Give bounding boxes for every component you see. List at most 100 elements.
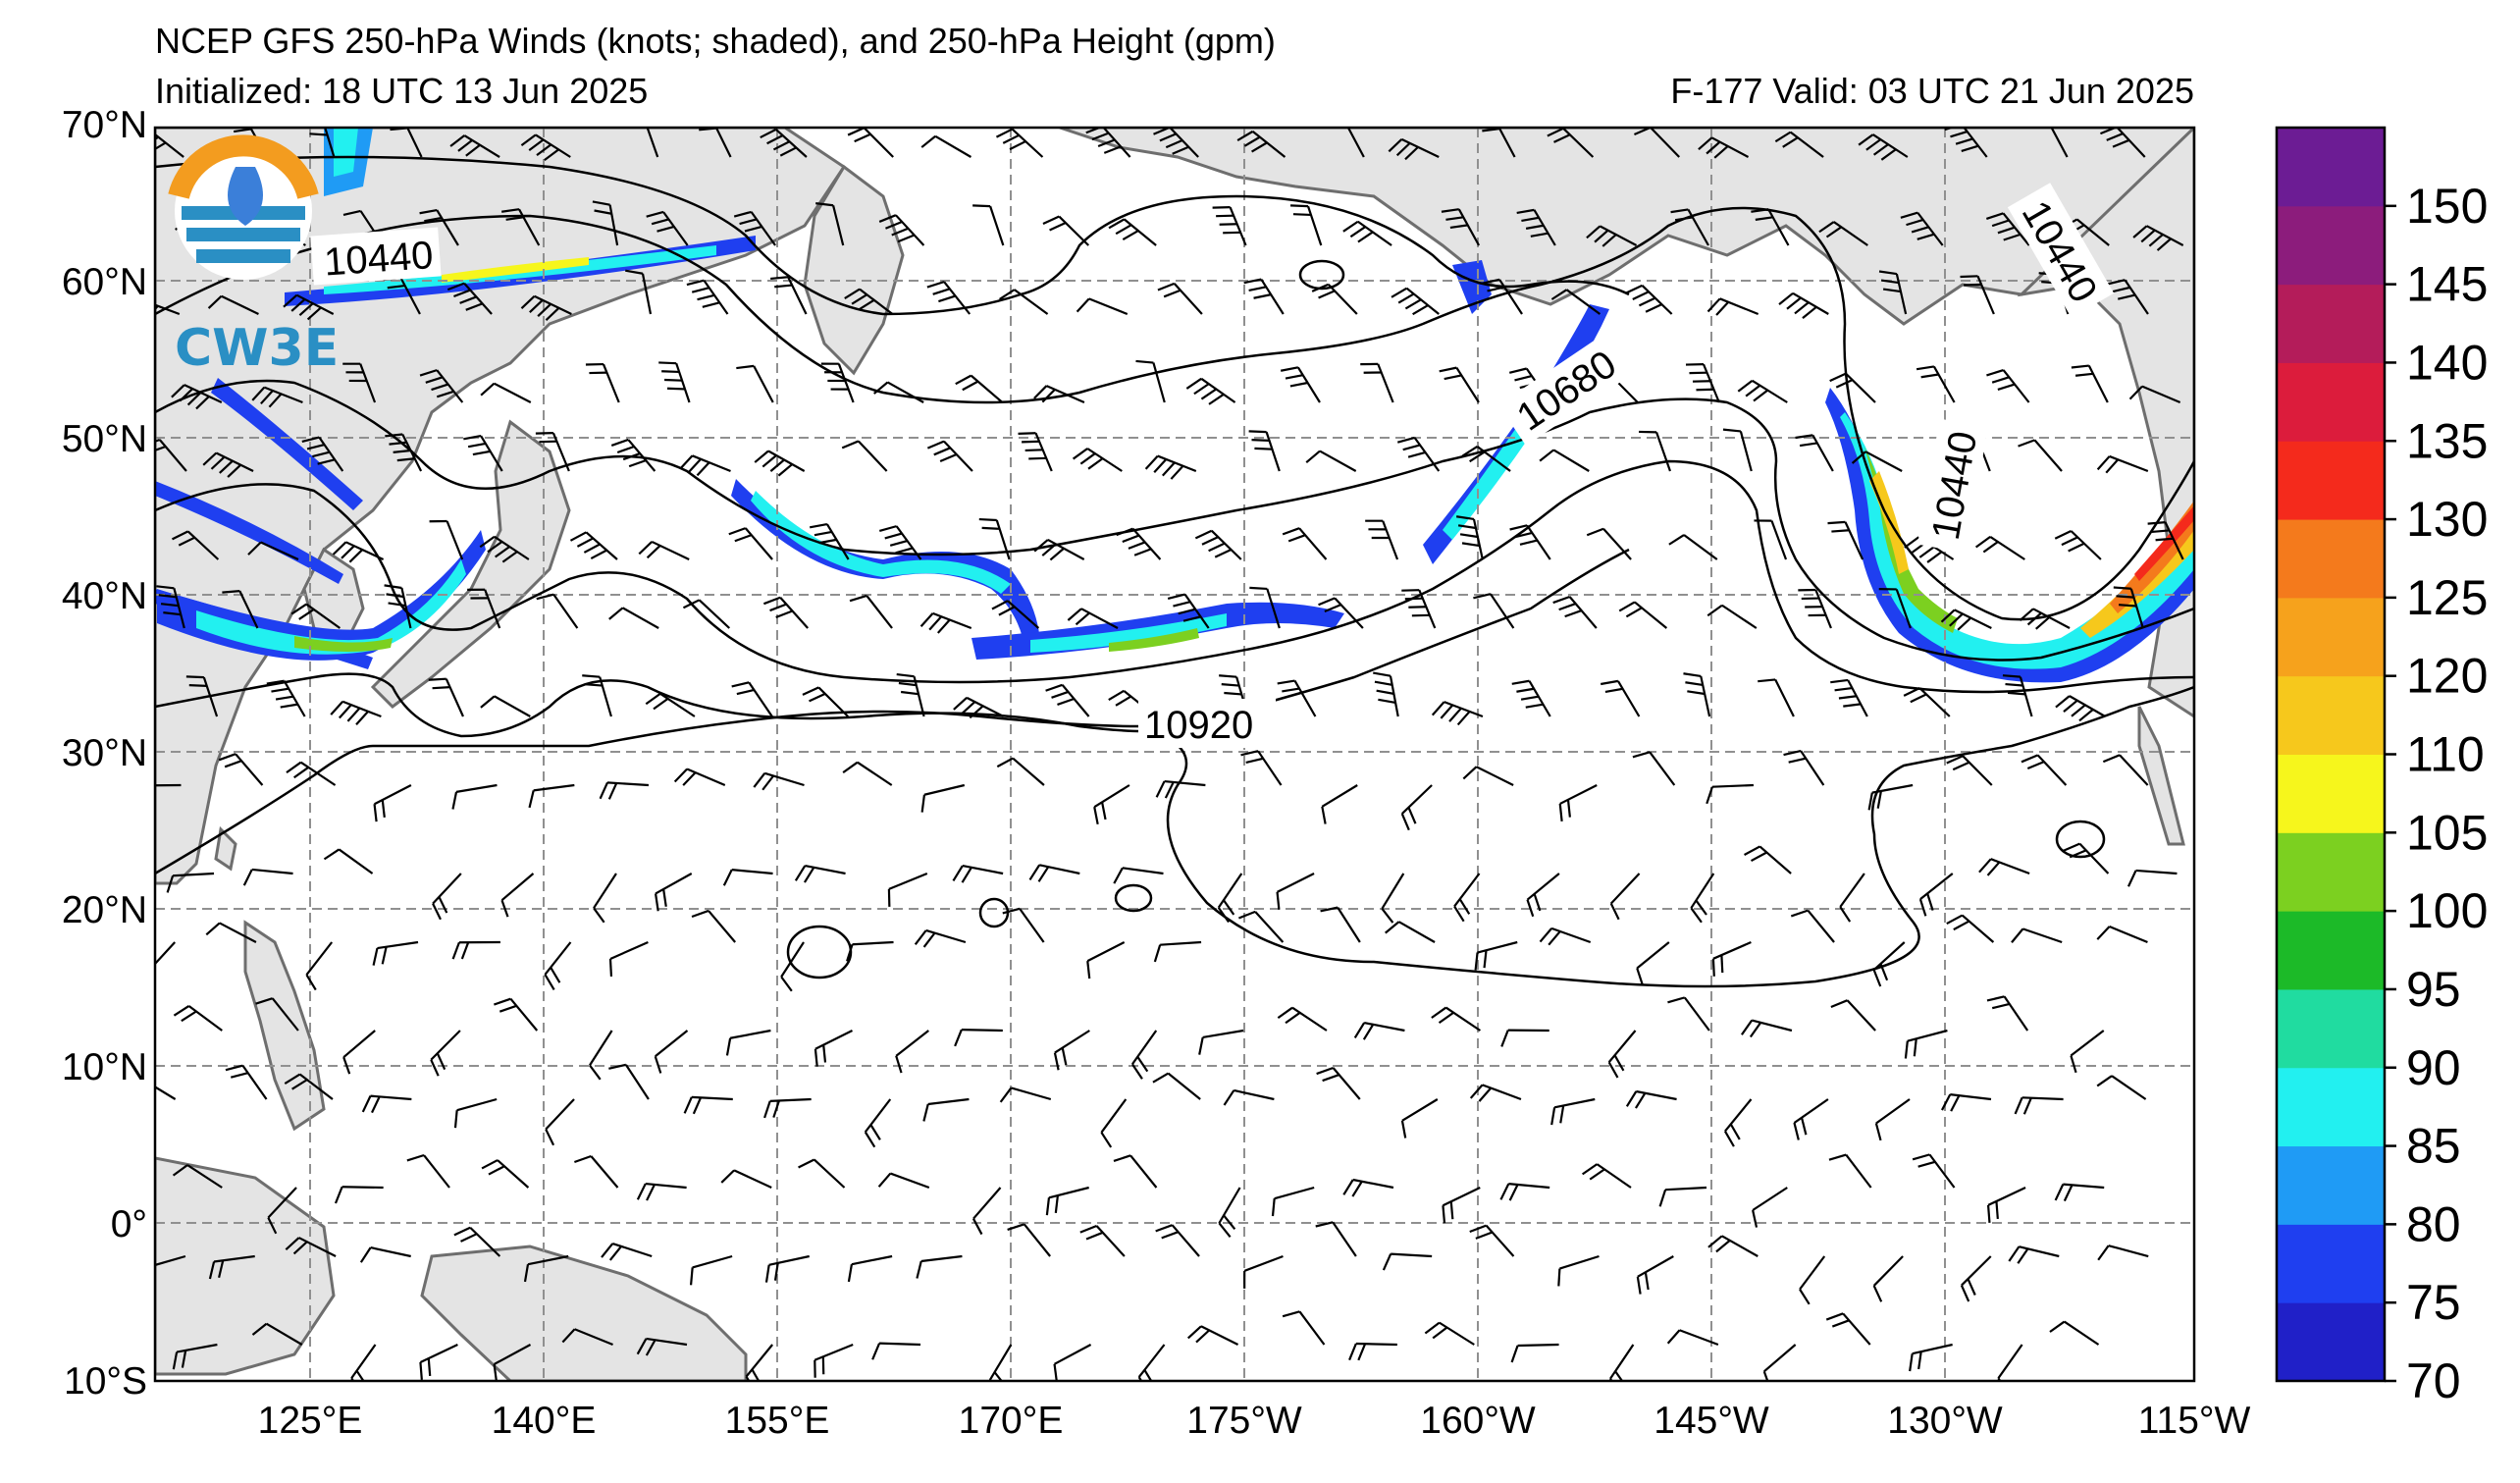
wind-barb-feather	[425, 376, 444, 384]
wind-barb-feather	[1170, 465, 1184, 480]
wind-barb-feather	[158, 594, 177, 599]
wind-barb-feather	[1461, 446, 1478, 457]
wind-barb-feather	[774, 284, 793, 289]
wind-barb-feather	[431, 383, 449, 392]
wind-barb-feather	[922, 1103, 929, 1122]
wind-barb	[338, 848, 374, 874]
wind-barb-feather	[2151, 529, 2170, 534]
wind-barb-feather	[1051, 690, 1069, 699]
colorbar-swatch	[2277, 128, 2385, 207]
wind-barb-feather	[1002, 907, 1021, 915]
wind-barb	[155, 132, 184, 158]
wind-barb	[1517, 1343, 1559, 1348]
wind-barb-feather	[2107, 279, 2126, 286]
wind-barb-feather	[1079, 1224, 1097, 1234]
wind-barb	[1413, 437, 1441, 472]
wind-barb-feather	[1720, 955, 1724, 974]
wind-barb-feather	[384, 584, 402, 590]
wind-barb	[1799, 1255, 1826, 1291]
wind-barb-feather	[523, 1264, 530, 1283]
wind-barb-feather	[1878, 270, 1898, 276]
wind-barb	[318, 436, 344, 472]
wind-barb-feather	[1388, 138, 1403, 153]
wind-barb-feather	[878, 214, 897, 223]
wind-barb-feather	[592, 200, 610, 206]
wind-barb	[857, 761, 893, 786]
wind-barb	[1472, 518, 1484, 560]
wind-barb	[1251, 131, 1286, 158]
wind-barb	[1086, 448, 1123, 472]
wind-barb-feather	[1100, 1132, 1113, 1148]
wind-barb	[1377, 363, 1394, 403]
wind-barb-feather	[280, 703, 298, 709]
wind-barb-feather	[1917, 1351, 1922, 1370]
wind-barb-feather	[736, 688, 755, 696]
wind-barb-feather	[953, 697, 968, 711]
wind-barb-feather	[1342, 220, 1359, 233]
wind-barb-feather	[2113, 586, 2131, 590]
wind-barb-feather	[1002, 133, 1020, 144]
wind-barb-feather	[1028, 456, 1047, 460]
wind-barb-feather	[1516, 208, 1535, 215]
wind-barb-feather	[772, 1100, 780, 1118]
wind-barb-feather	[1108, 689, 1125, 702]
wind-barb-feather	[1208, 542, 1226, 553]
wind-barb-feather	[2026, 611, 2042, 626]
wind-barb	[430, 1030, 461, 1061]
colorbar: 70 75 80 85 90 95 100 105 110 120 125 130 135 140 145 1…	[2275, 126, 2488, 1408]
wind-barb-feather	[1085, 1231, 1104, 1241]
wind-barb-feather	[847, 128, 866, 136]
wind-barb	[1023, 1223, 1051, 1257]
wind-barb	[1476, 446, 1511, 472]
wind-barb-feather	[954, 1029, 963, 1047]
wind-barb-feather	[1753, 389, 1768, 402]
wind-barb-feather	[897, 234, 916, 243]
wind-barb-feather	[1412, 304, 1429, 316]
wind-barb-feather	[689, 1267, 694, 1286]
wind-barb-feather	[545, 1129, 555, 1146]
wind-barb-feather	[1159, 132, 1177, 142]
wind-barb-feather	[218, 753, 236, 762]
wind-barb-feather	[1903, 687, 1920, 697]
wind-barb-feather	[1400, 1120, 1407, 1139]
wind-barb	[817, 686, 849, 717]
wind-barb	[624, 1064, 650, 1100]
wind-barb	[1724, 1098, 1753, 1133]
wind-barb	[494, 695, 531, 717]
wind-barb-feather	[1167, 593, 1185, 601]
wind-barb-feather	[1113, 867, 1124, 884]
wind-barb-feather	[1348, 1343, 1357, 1361]
wind-barb-feather	[1564, 609, 1582, 618]
wind-barb-feather	[696, 461, 710, 477]
colorbar-tick-label: 110	[2406, 727, 2485, 782]
colorbar-swatch	[2277, 597, 2385, 677]
wind-barb	[2164, 521, 2184, 560]
wind-barb-feather	[1474, 952, 1479, 971]
wind-barb-feather	[419, 1361, 423, 1380]
wind-barb-feather	[166, 874, 175, 893]
wind-barb-feather	[847, 1263, 853, 1283]
wind-barb	[480, 435, 503, 472]
wind-barb	[1157, 454, 1197, 473]
wind-barb-feather	[898, 681, 917, 687]
wind-barb	[1961, 1255, 1992, 1287]
wind-barb-feather	[2005, 682, 2023, 687]
wind-barb-feather	[1799, 1289, 1811, 1305]
wind-barb	[1847, 679, 1868, 717]
wind-barb-feather	[583, 543, 601, 554]
wind-barb-feather	[500, 899, 509, 918]
wind-barb-feather	[1116, 527, 1133, 537]
wind-barb-feather	[1632, 291, 1650, 300]
wind-barb	[866, 595, 893, 629]
wind-barb-feather	[2030, 121, 2048, 123]
wind-barb	[1961, 914, 1995, 943]
wind-barb-feather	[962, 380, 979, 392]
wind-barb-feather	[661, 370, 680, 374]
lat-label: 10°S	[64, 1360, 147, 1403]
wind-barb	[780, 941, 805, 978]
wind-barb	[1100, 1098, 1128, 1134]
graticule	[155, 128, 2194, 1381]
lon-label: 175°W	[1186, 1400, 1302, 1442]
wind-barb-feather	[1740, 1019, 1754, 1035]
wind-barb-feather	[1552, 595, 1570, 605]
